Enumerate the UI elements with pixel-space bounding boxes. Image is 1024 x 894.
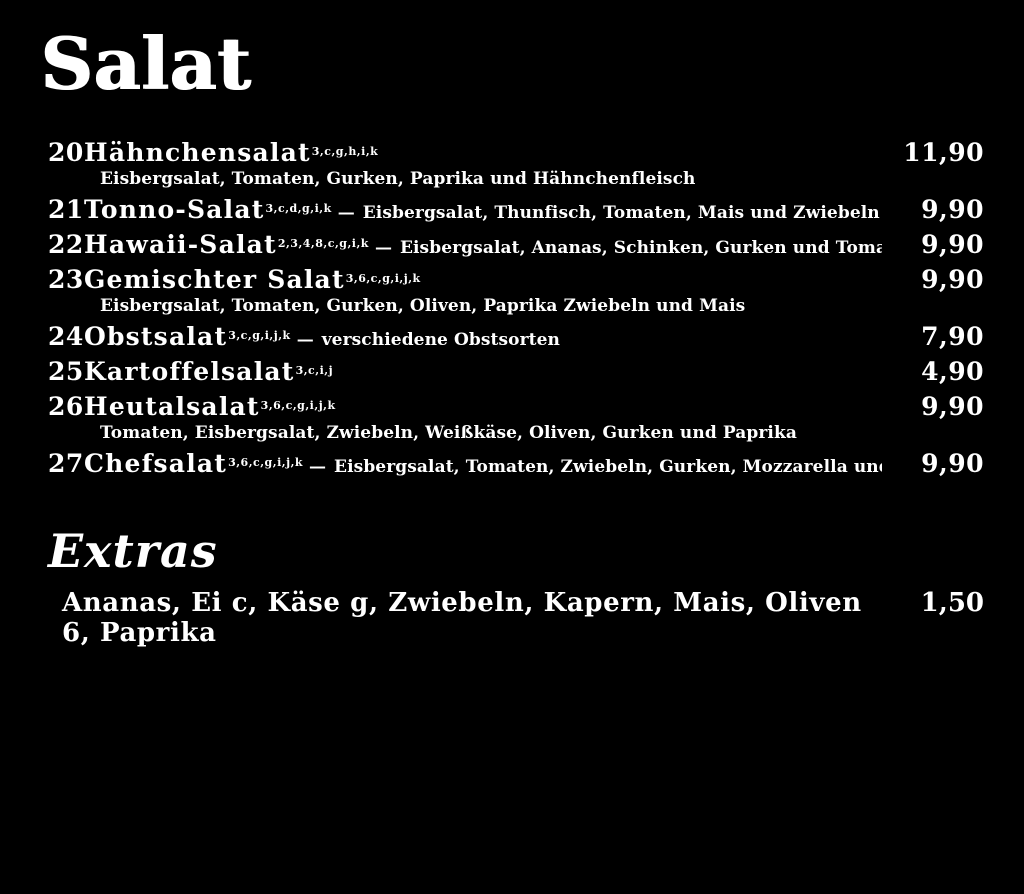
item-price: 9,90 (921, 230, 984, 259)
item-name: Hähnchensalat (84, 138, 311, 167)
extras-title: Extras (48, 524, 218, 578)
item-name-wrap: Kartoffelsalat3,c,i,j (84, 357, 882, 386)
menu-item-row: 24 Obstsalat3,c,g,i,j,k — verschiedene Obs… (32, 322, 992, 351)
item-description: verschiedene Obstsorten (321, 330, 561, 350)
item-number: 21 (48, 195, 84, 224)
item-number: 25 (48, 357, 84, 386)
item-name: Tonno-Salat (84, 195, 265, 224)
item-number: 20 (48, 138, 84, 167)
item-allergens: 3,c,d,g,i,k (265, 201, 332, 215)
menu-item: 27 Chefsalat3,6,c,g,i,j,k — Eisbergsalat, … (32, 449, 992, 478)
item-separator: — (374, 238, 392, 258)
item-price: 7,90 (921, 322, 984, 351)
item-description: Eisbergsalat, Tomaten, Gurken, Oliven, P… (100, 296, 746, 316)
item-number: 22 (48, 230, 84, 259)
item-separator: — (337, 203, 355, 223)
item-separator: — (296, 330, 314, 350)
item-description: Eisbergsalat, Ananas, Schinken, Gurken u… (399, 238, 882, 258)
item-price: 9,90 (921, 449, 984, 478)
menu-item: 22 Hawaii-Salat2,3,4,8,c,g,i,k — Eisbergsa… (32, 230, 992, 259)
item-description: Eisbergsalat, Tomaten, Gurken, Paprika u… (100, 169, 696, 189)
item-name-wrap: Hawaii-Salat2,3,4,8,c,g,i,k — Eisbergsalat… (84, 230, 882, 259)
menu-item-row: 21 Tonno-Salat3,c,d,g,i,k — Eisbergsalat, … (32, 195, 992, 224)
item-allergens: 3,c,g,h,i,k (311, 144, 379, 158)
menu-item-row: 27 Chefsalat3,6,c,g,i,j,k — Eisbergsalat, … (32, 449, 992, 478)
item-price: 4,90 (921, 357, 984, 386)
menu-item-list: 20 Hähnchensalat3,c,g,h,i,k 11,90 Eisber… (32, 138, 992, 478)
item-number: 23 (48, 265, 84, 294)
extras-price: 1,50 (920, 588, 984, 618)
item-allergens: 3,6,c,g,i,j,k (260, 398, 336, 412)
menu-item-row: 23 Gemischter Salat3,6,c,g,i,j,k 9,90 (32, 265, 992, 294)
item-description: Eisbergsalat, Thunfisch, Tomaten, Mais u… (362, 203, 880, 223)
item-separator: — (309, 457, 327, 477)
item-allergens: 3,6,c,g,i,j,k (345, 271, 421, 285)
item-price: 9,90 (921, 195, 984, 224)
menu-item-row: 20 Hähnchensalat3,c,g,h,i,k 11,90 (32, 138, 992, 167)
item-name-wrap: Gemischter Salat3,6,c,g,i,j,k (84, 265, 882, 294)
menu-item: 26 Heutalsalat3,6,c,g,i,j,k 9,90 Tomaten… (32, 392, 992, 443)
menu-inner-panel: Salat 20 Hähnchensalat3,c,g,h,i,k 11,90 … (16, 22, 1008, 888)
item-number: 24 (48, 322, 84, 351)
item-number: 26 (48, 392, 84, 421)
item-name: Kartoffelsalat (84, 357, 295, 386)
item-name-wrap: Tonno-Salat3,c,d,g,i,k — Eisbergsalat, Thu… (84, 195, 882, 224)
item-name: Obstsalat (84, 322, 228, 351)
menu-item-row: 26 Heutalsalat3,6,c,g,i,j,k 9,90 (32, 392, 992, 421)
item-allergens: 2,3,4,8,c,g,i,k (277, 236, 369, 250)
item-price: 9,90 (921, 265, 984, 294)
item-allergens: 3,6,c,g,i,j,k (228, 455, 304, 469)
item-number: 27 (48, 449, 84, 478)
menu-item-row: 22 Hawaii-Salat2,3,4,8,c,g,i,k — Eisbergsa… (32, 230, 992, 259)
item-price: 11,90 (903, 138, 984, 167)
item-description: Eisbergsalat, Tomaten, Zwiebeln, Gurken,… (334, 457, 882, 477)
menu-item: 20 Hähnchensalat3,c,g,h,i,k 11,90 Eisber… (32, 138, 992, 189)
page-title: Salat (40, 21, 251, 106)
item-name-wrap: Obstsalat3,c,g,i,j,k — verschiedene Obstso… (84, 322, 882, 351)
item-allergens: 3,c,i,j (295, 363, 334, 377)
item-name-wrap: Hähnchensalat3,c,g,h,i,k (84, 138, 882, 167)
item-allergens: 3,c,g,i,j,k (228, 328, 291, 342)
menu-item: 24 Obstsalat3,c,g,i,j,k — verschiedene Obs… (32, 322, 992, 351)
menu-item: 23 Gemischter Salat3,6,c,g,i,j,k 9,90 Ei… (32, 265, 992, 316)
item-name: Gemischter Salat (84, 265, 345, 294)
menu-item: 25 Kartoffelsalat3,c,i,j 4,90 (32, 357, 992, 386)
item-name-wrap: Chefsalat3,6,c,g,i,j,k — Eisbergsalat, Tom… (84, 449, 882, 478)
extras-items: Ananas, Ei c, Käse g, Zwiebeln, Kapern, … (62, 588, 862, 648)
item-description: Tomaten, Eisbergsalat, Zwiebeln, Weißkäs… (100, 423, 797, 443)
menu-item-row: 25 Kartoffelsalat3,c,i,j 4,90 (32, 357, 992, 386)
item-name: Chefsalat (84, 449, 228, 478)
extras-row: Ananas, Ei c, Käse g, Zwiebeln, Kapern, … (32, 588, 992, 648)
menu-item: 21 Tonno-Salat3,c,d,g,i,k — Eisbergsalat, … (32, 195, 992, 224)
item-name: Hawaii-Salat (84, 230, 277, 259)
item-name: Heutalsalat (84, 392, 260, 421)
item-price: 9,90 (921, 392, 984, 421)
item-name-wrap: Heutalsalat3,6,c,g,i,j,k (84, 392, 882, 421)
